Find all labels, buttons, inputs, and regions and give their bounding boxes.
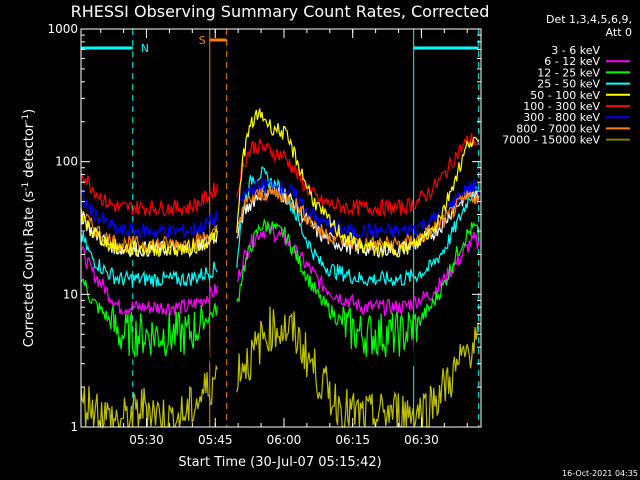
y-tick-label: 1 xyxy=(70,420,78,434)
series-trace xyxy=(80,133,480,218)
legend-label: 25 - 50 keV xyxy=(537,78,600,91)
series-line xyxy=(80,208,218,258)
series-line xyxy=(80,278,218,357)
footer-timestamp: 16-Oct-2021 04:35 xyxy=(562,469,638,478)
series-line xyxy=(236,185,480,252)
series-line xyxy=(236,219,480,358)
series-line xyxy=(236,108,479,258)
series-line xyxy=(80,244,218,316)
night-label: N xyxy=(141,42,149,55)
series-trace xyxy=(80,219,480,358)
x-axis-label: Start Time (30-Jul-07 05:15:42) xyxy=(178,455,381,470)
legend-header-line: Det 1,3,4,5,6,9, xyxy=(546,13,632,26)
y-axis-label-part: ) xyxy=(22,109,37,114)
y-axis-label: Corrected Count Rate (s-1 detector-1) xyxy=(21,109,37,347)
y-axis: 1 10 100 1000 xyxy=(47,22,481,434)
legend-label: 3 - 6 keV xyxy=(551,44,600,57)
series-trace xyxy=(80,108,479,258)
series-trace xyxy=(80,223,480,317)
x-tick-label: 06:30 xyxy=(404,433,439,447)
plot-frame xyxy=(80,28,482,428)
series-line xyxy=(236,306,480,428)
x-tick-label: 06:15 xyxy=(335,433,370,447)
y-axis-label-sup: -1 xyxy=(21,114,31,123)
saa-label: S xyxy=(199,34,206,47)
y-tick-label: 100 xyxy=(55,155,78,169)
legend-header-line: Att 0 xyxy=(606,26,632,39)
series-line xyxy=(80,274,218,378)
series-line xyxy=(236,223,480,317)
legend-label: 6 - 12 keV xyxy=(544,55,600,68)
legend-label: 100 - 300 keV xyxy=(523,100,600,113)
legend-label: 12 - 25 keV xyxy=(537,66,600,79)
y-tick-label: 1000 xyxy=(47,22,78,36)
legend-label: 800 - 7000 keV xyxy=(516,122,600,135)
series-trace xyxy=(80,306,480,430)
x-axis: 05:30 05:45 06:00 06:15 06:30 xyxy=(100,29,468,447)
x-tick-label: 05:30 xyxy=(129,433,164,447)
x-tick-label: 06:00 xyxy=(267,433,302,447)
y-axis-label-sup: -1 xyxy=(21,182,31,191)
legend-label: 300 - 800 keV xyxy=(523,111,600,124)
legend-label: 50 - 100 keV xyxy=(530,89,600,102)
series-line xyxy=(80,232,218,288)
series-line xyxy=(80,364,218,430)
x-tick-label: 05:45 xyxy=(198,433,233,447)
legend-label: 7000 - 15000 keV xyxy=(502,134,600,147)
series-line xyxy=(236,257,480,379)
y-axis-label-part: detector xyxy=(22,122,37,182)
series-line xyxy=(236,133,480,218)
chart-title: RHESSI Observing Summary Count Rates, Co… xyxy=(71,2,490,21)
series-line xyxy=(80,188,218,241)
series-line xyxy=(80,174,218,217)
y-tick-label: 10 xyxy=(63,287,78,301)
y-axis-label-part: Corrected Count Rate (s xyxy=(22,191,37,348)
series-trace xyxy=(80,185,480,254)
